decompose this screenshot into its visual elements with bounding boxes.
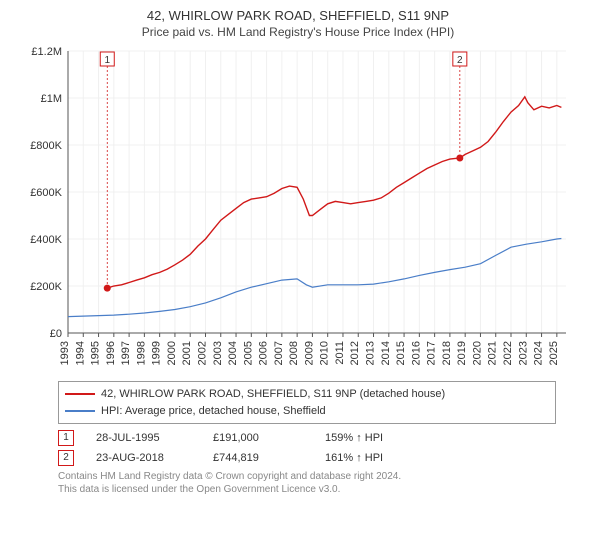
svg-text:2015: 2015 xyxy=(395,341,407,365)
svg-text:2006: 2006 xyxy=(258,341,270,365)
marker-row: 2 23-AUG-2018 £744,819 161% ↑ HPI xyxy=(58,450,556,466)
svg-text:2003: 2003 xyxy=(212,341,224,365)
legend-item: HPI: Average price, detached house, Shef… xyxy=(65,403,549,420)
svg-text:£1.2M: £1.2M xyxy=(31,46,62,58)
svg-text:1999: 1999 xyxy=(151,341,163,365)
marker-price: £744,819 xyxy=(213,452,303,464)
svg-text:1995: 1995 xyxy=(90,341,102,365)
attribution: Contains HM Land Registry data © Crown c… xyxy=(58,470,556,496)
page-subtitle: Price paid vs. HM Land Registry's House … xyxy=(10,25,586,39)
svg-text:2025: 2025 xyxy=(548,341,560,365)
svg-text:2012: 2012 xyxy=(349,341,361,365)
marker-date: 23-AUG-2018 xyxy=(96,452,191,464)
legend: 42, WHIRLOW PARK ROAD, SHEFFIELD, S11 9N… xyxy=(58,381,556,424)
footer-line: Contains HM Land Registry data © Crown c… xyxy=(58,470,556,483)
svg-text:2004: 2004 xyxy=(227,341,239,365)
svg-text:2018: 2018 xyxy=(441,341,453,365)
svg-text:£600K: £600K xyxy=(30,187,62,199)
svg-text:£400K: £400K xyxy=(30,234,62,246)
svg-text:1997: 1997 xyxy=(120,341,132,365)
marker-badge: 2 xyxy=(58,450,74,466)
svg-text:1998: 1998 xyxy=(135,341,147,365)
svg-text:1996: 1996 xyxy=(105,341,117,365)
svg-text:1: 1 xyxy=(104,55,110,66)
svg-text:2010: 2010 xyxy=(319,341,331,365)
svg-text:£200K: £200K xyxy=(30,281,62,293)
svg-text:2024: 2024 xyxy=(533,341,545,365)
price-chart: £0 £200K £400K £600K £800K £1M £1.2M 19931994 19… xyxy=(18,45,578,375)
svg-text:£1M: £1M xyxy=(41,93,62,105)
legend-label: 42, WHIRLOW PARK ROAD, SHEFFIELD, S11 9N… xyxy=(101,386,445,403)
svg-text:2023: 2023 xyxy=(517,341,529,365)
chart-container: 42, WHIRLOW PARK ROAD, SHEFFIELD, S11 9N… xyxy=(0,0,600,560)
svg-text:2002: 2002 xyxy=(196,341,208,365)
legend-item: 42, WHIRLOW PARK ROAD, SHEFFIELD, S11 9N… xyxy=(65,386,549,403)
svg-text:£0: £0 xyxy=(50,328,62,340)
svg-text:2009: 2009 xyxy=(303,341,315,365)
legend-label: HPI: Average price, detached house, Shef… xyxy=(101,403,326,420)
legend-swatch xyxy=(65,393,95,395)
svg-text:2014: 2014 xyxy=(380,341,392,365)
svg-text:2007: 2007 xyxy=(273,341,285,365)
svg-text:2019: 2019 xyxy=(456,341,468,365)
svg-text:2011: 2011 xyxy=(334,341,346,365)
marker-badge: 1 xyxy=(58,430,74,446)
legend-swatch xyxy=(65,410,95,412)
marker-price: £191,000 xyxy=(213,432,303,444)
page-title: 42, WHIRLOW PARK ROAD, SHEFFIELD, S11 9N… xyxy=(10,8,586,23)
marker-table: 1 28-JUL-1995 £191,000 159% ↑ HPI 2 23-A… xyxy=(58,430,556,466)
svg-text:2021: 2021 xyxy=(487,341,499,365)
svg-text:1994: 1994 xyxy=(74,341,86,365)
svg-text:2008: 2008 xyxy=(288,341,300,365)
marker-delta: 159% ↑ HPI xyxy=(325,432,415,444)
footer-line: This data is licensed under the Open Gov… xyxy=(58,483,556,496)
svg-text:2001: 2001 xyxy=(181,341,193,365)
svg-text:£800K: £800K xyxy=(30,140,62,152)
svg-text:2000: 2000 xyxy=(166,341,178,365)
svg-text:2016: 2016 xyxy=(410,341,422,365)
marker-date: 28-JUL-1995 xyxy=(96,432,191,444)
svg-text:2: 2 xyxy=(457,55,463,66)
svg-text:2022: 2022 xyxy=(502,341,514,365)
marker-delta: 161% ↑ HPI xyxy=(325,452,415,464)
svg-text:2005: 2005 xyxy=(242,341,254,365)
svg-text:1993: 1993 xyxy=(59,341,71,365)
svg-text:2013: 2013 xyxy=(365,341,377,365)
svg-text:2020: 2020 xyxy=(471,341,483,365)
marker-row: 1 28-JUL-1995 £191,000 159% ↑ HPI xyxy=(58,430,556,446)
svg-text:2017: 2017 xyxy=(426,341,438,365)
